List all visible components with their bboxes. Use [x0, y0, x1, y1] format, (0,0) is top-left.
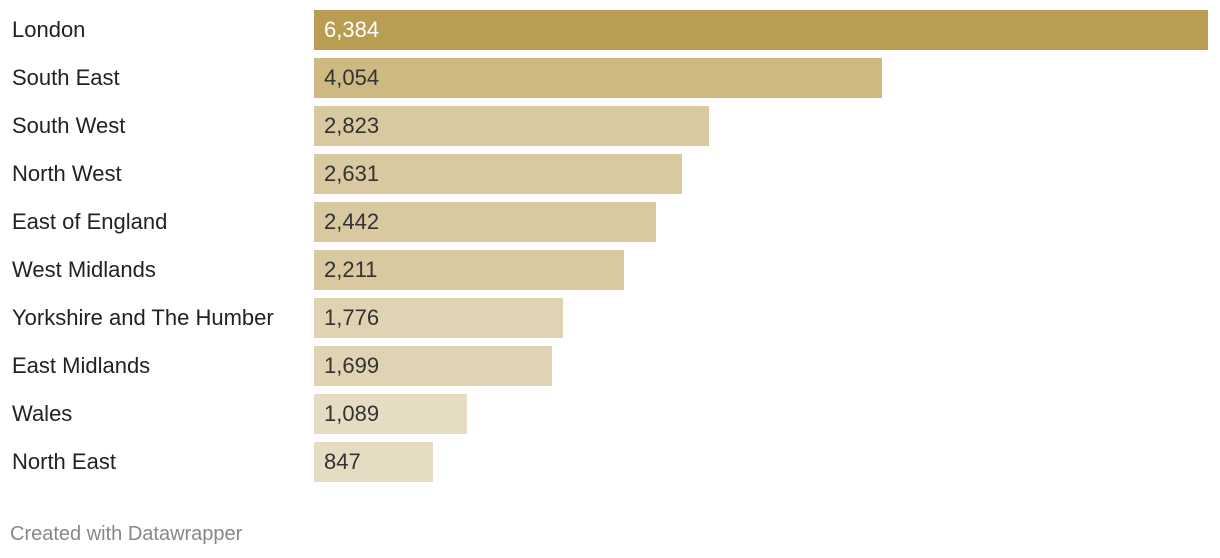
bar: [314, 58, 882, 98]
bar: [314, 10, 1208, 50]
datawrapper-credit[interactable]: Created with Datawrapper: [10, 523, 243, 545]
category-label: South East: [12, 65, 120, 90]
bar-value-label: 2,442: [324, 209, 380, 234]
bar-value-label: 1,089: [324, 401, 380, 426]
category-label: East of England: [12, 209, 168, 234]
bar: [314, 394, 467, 434]
bar-value-label: 2,211: [324, 257, 378, 282]
bar-value-label: 1,776: [324, 305, 380, 330]
bar-value-label: 2,823: [324, 113, 380, 138]
category-label: London: [12, 17, 86, 42]
category-label: North West: [12, 161, 122, 186]
bar: [314, 298, 563, 338]
bar-value-label: 847: [324, 449, 361, 474]
bar: [314, 202, 656, 242]
category-label: West Midlands: [12, 257, 156, 282]
bar-chart: London 6,384 South East 4,054 South West 2,82…: [12, 10, 1208, 482]
bar-value-label: 6,384: [324, 17, 380, 42]
category-label: North East: [12, 449, 116, 474]
bar-value-label: 4,054: [324, 65, 380, 90]
bar-value-label: 2,631: [324, 161, 380, 186]
category-label: South West: [12, 113, 126, 138]
bar: [314, 442, 433, 482]
category-label: Wales: [12, 401, 73, 426]
category-label: East Midlands: [12, 353, 151, 378]
bar: [314, 346, 552, 386]
bar-value-label: 1,699: [324, 353, 380, 378]
bar: [314, 106, 709, 146]
bar: [314, 154, 682, 194]
bar: [314, 250, 624, 290]
category-label: Yorkshire and The Humber: [12, 305, 274, 330]
